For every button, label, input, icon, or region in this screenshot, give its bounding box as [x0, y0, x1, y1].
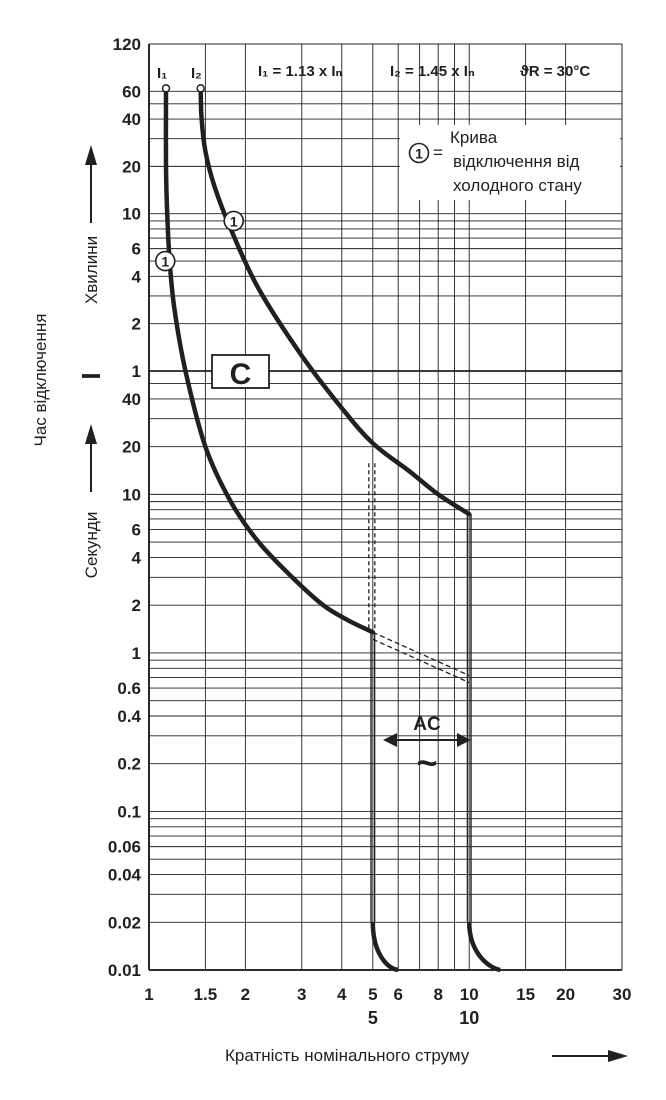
curve-i2: [198, 89, 472, 517]
dashed-line: [372, 631, 470, 677]
y-tick-label-seconds: 6: [132, 521, 141, 540]
y-tick-label-minutes: 40: [122, 110, 141, 129]
formula-i1: I₁ = 1.13 x Iₙ: [258, 63, 343, 80]
y-tick-label-seconds: 40: [122, 390, 141, 409]
x-arrow-head: [608, 1050, 628, 1062]
legend-line-3: холодного стану: [453, 176, 582, 195]
y-tick-label-seconds: 0.02: [108, 913, 141, 932]
y-tick-label-seconds: 2: [132, 596, 141, 615]
y-tick-label-seconds: 0.04: [108, 866, 142, 885]
dashed-line: [372, 638, 470, 684]
trip-tail: [466, 922, 501, 973]
x-tick-label: 10: [460, 985, 479, 1004]
y-axis-marker: I: [76, 372, 106, 379]
y-tick-label-seconds: 0.06: [108, 838, 141, 857]
legend-marker: 1: [415, 146, 423, 162]
y-tick-label-seconds: 0.6: [117, 679, 141, 698]
class-box: [211, 354, 270, 389]
minutes-arrow-head: [85, 145, 97, 165]
y-tick-label-seconds: 0.2: [117, 755, 141, 774]
class-label: C: [230, 358, 252, 391]
y-tick-label-minutes: 6: [132, 240, 141, 259]
x-tick-label-secondary: 5: [368, 1008, 378, 1028]
legend-line-1: Крива: [450, 128, 498, 147]
x-tick-label: 15: [516, 985, 535, 1004]
seconds-arrow-head: [85, 424, 97, 444]
cold-state-marker: [223, 210, 245, 232]
legend-line-2: відключення від: [453, 152, 579, 171]
x-tick-label: 5: [368, 985, 377, 1004]
curve-start-point: [196, 84, 205, 93]
y-tick-label-seconds: 10: [122, 485, 141, 504]
ac-symbol: ~: [416, 742, 437, 783]
ac-arrow-left: [383, 733, 397, 747]
y-tick-label-seconds: 20: [122, 438, 141, 457]
tick-labels: 12060402010642140201064210.60.40.20.10.0…: [108, 35, 632, 1028]
y-tick-label-seconds: 4: [132, 548, 142, 567]
y-tick-label-minutes: 2: [132, 315, 141, 334]
ac-arrow-right: [457, 733, 471, 747]
cold-state-marker: [154, 250, 176, 272]
y-tick-label-minutes: 4: [132, 267, 142, 286]
x-tick-label: 20: [556, 985, 575, 1004]
x-axis-label: Кратність номінального струму: [225, 1046, 470, 1065]
curve-label-i2: I₂: [191, 65, 202, 82]
ac-label: AC: [413, 714, 441, 735]
y-tick-label-seconds: 1: [132, 644, 141, 663]
x-tick-label: 30: [613, 985, 632, 1004]
legend-bg: [400, 125, 620, 200]
cold-state-marker-label: 1: [230, 213, 238, 229]
y-tick-label-minutes: 1: [132, 362, 141, 381]
cold-state-marker-label: 1: [161, 254, 169, 270]
y-tick-label-minutes: 120: [113, 35, 141, 54]
y-tick-label-minutes: 60: [122, 82, 141, 101]
legend-marker-circle: [408, 142, 430, 164]
y-tick-label-minutes: 10: [122, 205, 141, 224]
formula-i2: I₂ = 1.45 x Iₙ: [390, 63, 475, 80]
curve-label-i1: I₁: [157, 65, 167, 82]
x-tick-label: 8: [433, 985, 442, 1004]
formula-temp: ϑR = 30°C: [520, 63, 590, 80]
y-tick-label-seconds: 0.01: [108, 961, 141, 980]
x-tick-label: 1: [144, 985, 153, 1004]
curve-start-point: [161, 84, 171, 93]
x-tick-label: 4: [337, 985, 347, 1004]
y-tick-label-minutes: 20: [122, 157, 141, 176]
curves: 11: [154, 84, 501, 973]
y-tick-label-seconds: 0.4: [117, 707, 141, 726]
curve-i1: [163, 89, 376, 635]
x-tick-label: 6: [393, 985, 402, 1004]
y-tick-label-seconds: 0.1: [117, 802, 141, 821]
x-tick-label: 1.5: [194, 985, 218, 1004]
y-axis-label-minutes: Хвилини: [82, 236, 101, 304]
y-axis-label-seconds: Секунди: [82, 512, 101, 579]
x-tick-label: 3: [297, 985, 306, 1004]
trip-tail: [370, 922, 399, 973]
legend-eq: =: [433, 143, 443, 162]
x-tick-label: 2: [241, 985, 250, 1004]
y-axis-label: Час відключення: [31, 314, 50, 447]
x-tick-label-secondary: 10: [459, 1008, 479, 1028]
